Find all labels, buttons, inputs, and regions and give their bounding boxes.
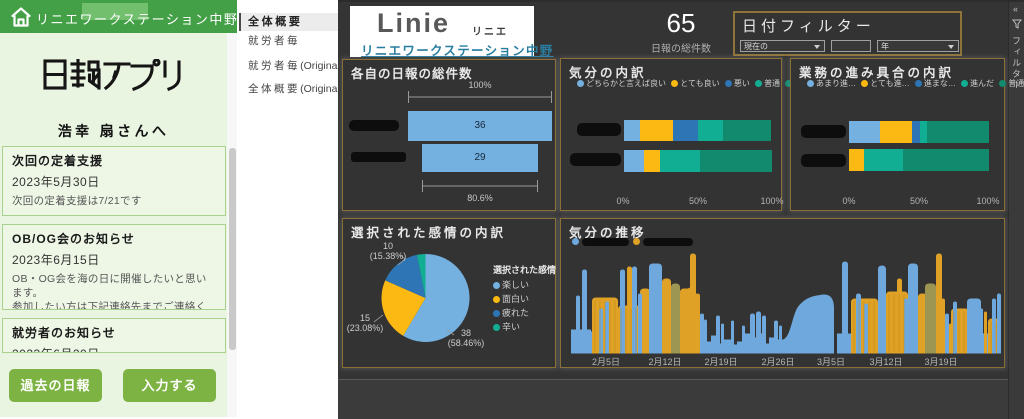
- svg-text:38: 38: [461, 328, 471, 338]
- svg-text:10: 10: [383, 241, 393, 251]
- svg-text:(23.08%): (23.08%): [347, 323, 384, 333]
- svg-text:(15.38%): (15.38%): [370, 251, 407, 261]
- svg-text:15: 15: [360, 313, 370, 323]
- svg-text:(58.46%): (58.46%): [448, 338, 485, 348]
